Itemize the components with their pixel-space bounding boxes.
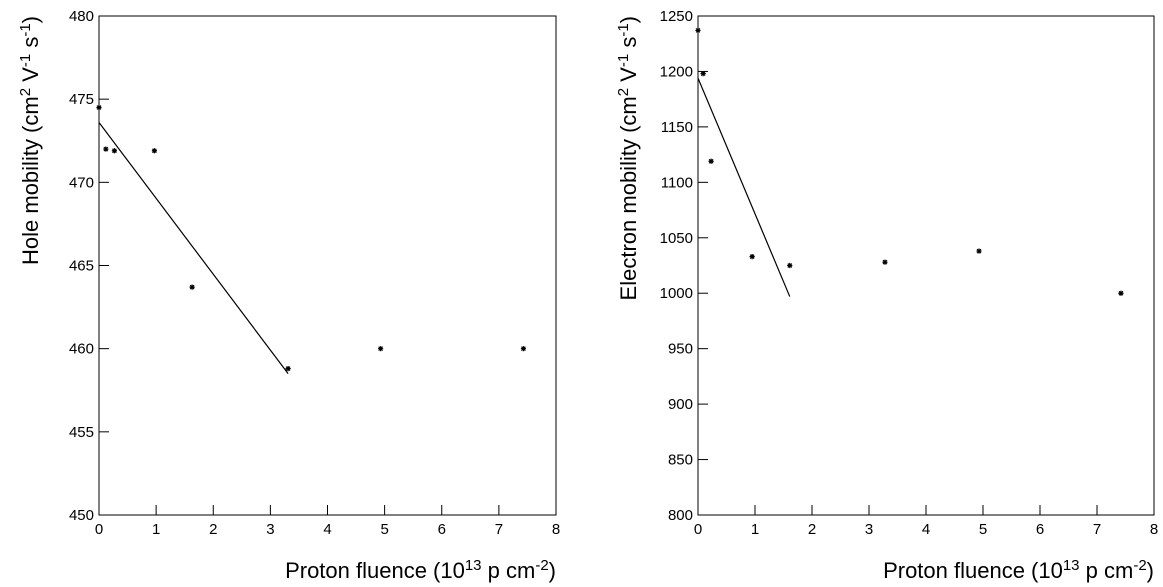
data-point [103,146,109,152]
x-tick-label: 5 [979,521,987,538]
data-point [700,71,706,77]
y-tick-label: 1000 [660,285,693,302]
y-tick-label: 1100 [661,174,693,191]
data-point [787,262,793,269]
y-tick-label: 470 [69,174,94,191]
y-tick-label: 1050 [660,230,693,247]
x-tick-label: 7 [495,521,503,538]
plot-frame [98,15,557,516]
superscript: -2 [535,557,548,574]
y-tick-label: 450 [69,507,94,524]
superscript: -2 [1133,557,1146,574]
y-axis-label: Electron mobility (cm2 V-1 s-1) [615,16,642,300]
superscript: 2 [615,88,632,96]
y-tick-label: 850 [668,452,693,469]
y-axis-label: Hole mobility (cm2 V-1 s-1) [17,16,44,265]
data-point [189,284,195,290]
x-tick-label: 7 [1093,521,1101,538]
data-point [96,104,102,111]
superscript: -1 [17,54,34,67]
fit-line [697,77,791,297]
plot: 0 1 2 3 4 5 6 7 8 450 455 460 465 470 475 480 Proton flu… [17,8,561,583]
x-axis-label: Proton fluence (1013 p cm-2) [883,557,1154,584]
x-tick-label: 4 [922,521,930,538]
x-tick-label: 3 [865,521,873,538]
fit-line [98,122,289,374]
label-part: V [616,67,641,88]
y-tick-label: 1150 [661,119,693,136]
x-tick-label: 8 [552,521,560,538]
y-tick-label: 455 [69,424,94,441]
data-point [708,158,714,164]
y-tick-label: 950 [668,341,693,358]
superscript: -1 [17,23,34,36]
y-tick-label: 1250 [660,8,693,25]
label-part: ) [18,16,43,23]
label-part: p cm [482,558,536,583]
x-tick-label: 5 [380,521,388,538]
x-tick-label: 0 [694,521,702,538]
x-tick-label: 1 [751,521,759,538]
data-point [151,148,158,154]
label-part: p cm [1080,558,1134,583]
label-part: Proton fluence (10 [285,558,465,583]
y-tick-label: 480 [69,8,94,25]
label-part: Proton fluence (10 [883,558,1063,583]
superscript: -1 [615,54,632,67]
y-tick-label: 475 [69,91,94,108]
data-point [520,346,527,352]
label-part: V [18,67,43,88]
label-part: ) [616,16,641,23]
x-axis-label: Proton fluence (1013 p cm-2) [285,557,556,584]
data-point [378,346,384,352]
y-tick-label: 1200 [660,63,693,80]
data-point [111,148,118,154]
plot: 0 1 2 3 4 5 6 7 8 800 850 900 950 1000 1050 1100 1150 120… [615,8,1159,583]
x-tick-label: 3 [266,521,274,538]
plot-frame [697,15,1155,516]
label-part: ) [549,558,556,583]
superscript: 13 [1063,557,1080,574]
y-tick-label: 465 [69,258,94,275]
superscript: 13 [465,557,482,574]
x-tick-label: 2 [808,521,816,538]
superscript: 2 [17,88,34,96]
data-point [976,248,982,254]
x-tick-label: 2 [209,521,217,538]
superscript: -1 [615,23,632,36]
x-tick-label: 0 [95,521,103,538]
data-point [749,254,755,260]
label-part: ) [1147,558,1154,583]
y-tick-label: 800 [668,507,693,524]
y-tick-label: 900 [668,396,693,413]
x-tick-label: 6 [1036,521,1044,538]
x-tick-label: 4 [323,521,331,538]
data-point [695,27,701,34]
label-part: Hole mobility (cm [18,96,43,265]
x-tick-label: 6 [438,521,446,538]
data-point [285,366,291,372]
y-tick-label: 460 [69,341,94,358]
label-part: s [18,37,43,54]
x-tick-label: 1 [152,521,160,538]
label-part: s [616,37,641,54]
data-point [1118,290,1124,296]
data-point [882,259,888,265]
x-tick-label: 8 [1150,521,1158,538]
label-part: Electron mobility (cm [616,96,641,300]
